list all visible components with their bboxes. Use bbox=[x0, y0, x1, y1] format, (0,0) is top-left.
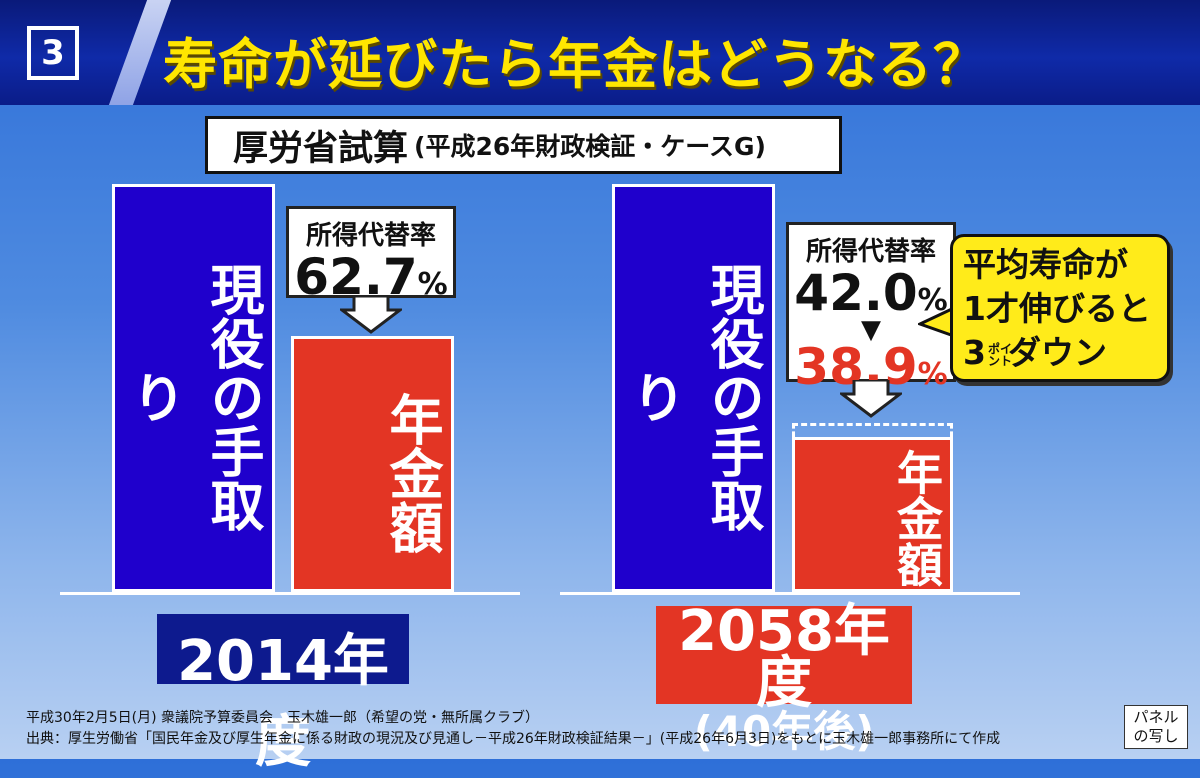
page-title: 寿命が延びたら年金はどうなる？ bbox=[163, 33, 988, 96]
bar-2014-take-home: 現役の手取り bbox=[112, 184, 275, 592]
callout-value-2058: 42.0% bbox=[789, 268, 953, 318]
rate-unit-2014: % bbox=[417, 267, 448, 302]
rate-value-2014: 62.7 bbox=[294, 248, 418, 306]
subtitle-main: 厚労省試算 bbox=[233, 128, 409, 169]
bar-label-take-home-2058: 現役の手取り bbox=[622, 262, 764, 532]
period-2058: 2058年度 (40年後) bbox=[656, 604, 912, 754]
speech-ruby-bottom: ント bbox=[987, 353, 1012, 368]
callout-label-2058: 所得代替率 bbox=[805, 237, 936, 267]
period-2058-label: 2058年度 bbox=[678, 599, 890, 716]
callout-2058: 所得代替率 42.0% ▼ 38.9% bbox=[786, 222, 956, 392]
panel-copy-label: パネル の写し bbox=[1124, 705, 1188, 749]
callout-value-2014: 62.7% bbox=[289, 252, 453, 302]
down-arrow-icon: ▼ bbox=[861, 315, 881, 345]
panel-copy-line-2: の写し bbox=[1133, 727, 1179, 745]
baseline-2058 bbox=[560, 592, 1020, 595]
bar-2058-take-home: 現役の手取り bbox=[612, 184, 775, 592]
speech-line-3-rest: ダウン bbox=[1007, 333, 1107, 372]
adjusted-unit-2058: % bbox=[917, 357, 948, 392]
speech-line-2: 1才伸びると bbox=[963, 289, 1151, 328]
callout-2014: 所得代替率 62.7% bbox=[286, 206, 456, 302]
bar-2014-pension: 年金額 bbox=[291, 336, 454, 592]
period-2058-note: (40年後) bbox=[693, 707, 875, 756]
panel-copy-line-1: パネル bbox=[1133, 708, 1179, 726]
footnote-line-1: 平成30年2月5日(月) 衆議院予算委員会 玉木雄一郎（希望の党・無所属クラブ） bbox=[26, 710, 540, 726]
speech-bubble: 平均寿命が 1才伸びると 3 ポイ ントダウン bbox=[950, 234, 1170, 382]
bar-2058-pension: 年金額 bbox=[792, 437, 953, 592]
subtitle-sub: (平成26年財政検証・ケースG) bbox=[414, 132, 766, 161]
footnote-line-2: 出典：厚生労働省「国民年金及び厚生年金に係る財政の現況及び見通し－平成26年財政… bbox=[26, 731, 1001, 747]
period-2014-label: 2014年度 bbox=[177, 629, 389, 775]
subtitle-box: 厚労省試算 (平成26年財政検証・ケースG) bbox=[205, 116, 842, 174]
header-band bbox=[0, 0, 1200, 105]
callout-arrow-2014 bbox=[340, 296, 402, 334]
speech-line-3: 3 ポイ ントダウン bbox=[963, 331, 1157, 375]
callout-label-2014: 所得代替率 bbox=[305, 221, 436, 251]
period-2014: 2014年度 bbox=[157, 614, 409, 775]
rate-unit-2058: % bbox=[917, 283, 948, 318]
speech-line-1: 平均寿命が bbox=[963, 245, 1128, 284]
bar-2058-previous-outline bbox=[792, 423, 953, 437]
bar-label-take-home: 現役の手取り bbox=[122, 262, 264, 532]
callout-arrow-2058 bbox=[840, 380, 902, 418]
speech-ruby-top: ポイ bbox=[987, 341, 1012, 356]
bar-label-pension-2058: 年金額 bbox=[890, 449, 944, 587]
rate-value-2058: 42.0 bbox=[794, 264, 918, 322]
panel-number: 3 bbox=[27, 26, 79, 80]
baseline-2014 bbox=[60, 592, 520, 595]
speech-ruby: ポイ ント bbox=[988, 343, 1012, 367]
speech-line-3-num: 3 bbox=[963, 333, 986, 372]
bar-label-pension: 年金額 bbox=[380, 392, 443, 554]
